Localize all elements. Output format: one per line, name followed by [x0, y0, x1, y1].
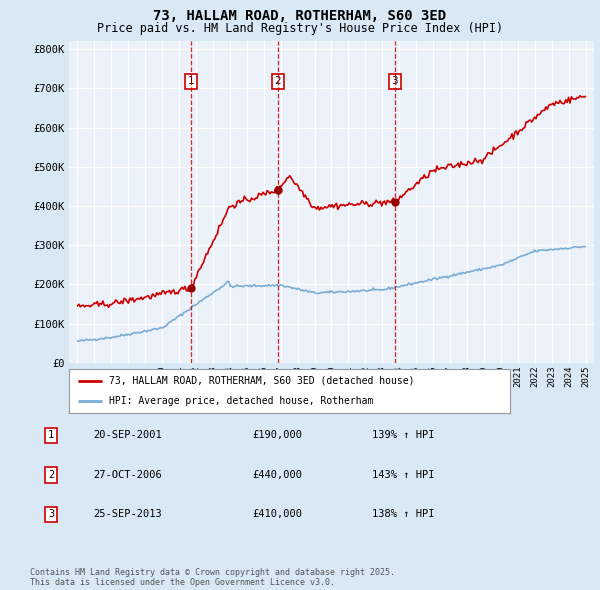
Text: 20-SEP-2001: 20-SEP-2001 — [93, 431, 162, 440]
Text: 73, HALLAM ROAD, ROTHERHAM, S60 3ED (detached house): 73, HALLAM ROAD, ROTHERHAM, S60 3ED (det… — [109, 376, 414, 386]
Text: Price paid vs. HM Land Registry's House Price Index (HPI): Price paid vs. HM Land Registry's House … — [97, 22, 503, 35]
Text: £410,000: £410,000 — [252, 510, 302, 519]
Text: 1: 1 — [188, 77, 194, 87]
Text: £440,000: £440,000 — [252, 470, 302, 480]
Text: 27-OCT-2006: 27-OCT-2006 — [93, 470, 162, 480]
Text: 138% ↑ HPI: 138% ↑ HPI — [372, 510, 434, 519]
Text: HPI: Average price, detached house, Rotherham: HPI: Average price, detached house, Roth… — [109, 396, 373, 406]
Text: £190,000: £190,000 — [252, 431, 302, 440]
Text: 25-SEP-2013: 25-SEP-2013 — [93, 510, 162, 519]
Text: 73, HALLAM ROAD, ROTHERHAM, S60 3ED: 73, HALLAM ROAD, ROTHERHAM, S60 3ED — [154, 9, 446, 23]
Text: 143% ↑ HPI: 143% ↑ HPI — [372, 470, 434, 480]
Text: 2: 2 — [274, 77, 281, 87]
Text: 3: 3 — [391, 77, 398, 87]
Text: 2: 2 — [48, 470, 54, 480]
Text: 3: 3 — [48, 510, 54, 519]
Text: Contains HM Land Registry data © Crown copyright and database right 2025.
This d: Contains HM Land Registry data © Crown c… — [30, 568, 395, 587]
Text: 1: 1 — [48, 431, 54, 440]
Text: 139% ↑ HPI: 139% ↑ HPI — [372, 431, 434, 440]
